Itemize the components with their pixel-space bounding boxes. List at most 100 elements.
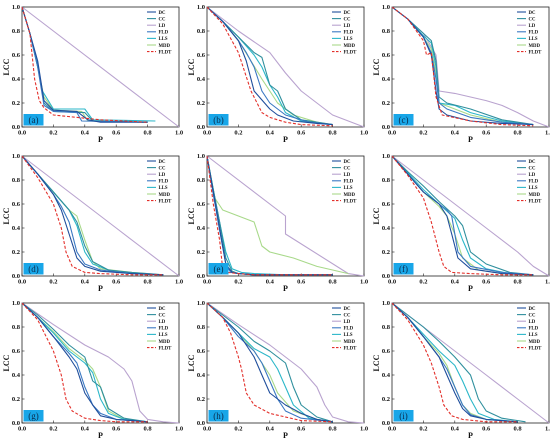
legend-label-lls: LLS — [344, 333, 353, 338]
legend-label-fldt: FLDT — [159, 346, 173, 351]
legend-label-dc: DC — [529, 307, 536, 312]
legend-label-fldt: FLDT — [159, 199, 173, 204]
x-tick-label: 0.2 — [419, 130, 427, 137]
y-tick-label: 0.2 — [12, 100, 20, 107]
y-tick-label: 0.2 — [382, 100, 390, 107]
x-tick-label: 0.8 — [514, 426, 523, 433]
legend-label-fldt: FLDT — [529, 50, 543, 55]
y-tick-label: 0.2 — [197, 100, 205, 107]
legend-label-mdd: MDD — [159, 193, 171, 198]
panel-tag-label: (e) — [214, 264, 224, 274]
series-line-fldt — [391, 6, 534, 127]
legend-label-fld: FLD — [529, 31, 539, 36]
x-tick-label: 1.0 — [545, 426, 550, 433]
series-line-cc — [391, 155, 534, 276]
y-tick-label: 0.2 — [382, 249, 390, 256]
x-tick-label: 0.4 — [81, 279, 90, 286]
x-tick-label: 0.4 — [451, 279, 460, 286]
series-line-dc — [391, 155, 534, 276]
y-tick-label: 1.0 — [197, 4, 205, 11]
y-tick-label: 0.2 — [197, 249, 205, 256]
x-tick-label: 0.6 — [112, 279, 121, 286]
x-tick-label: 1.0 — [360, 130, 368, 137]
x-tick-label: 0.2 — [234, 426, 242, 433]
legend-label-cc: CC — [529, 313, 536, 318]
x-tick-label: 0.6 — [112, 130, 121, 137]
y-tick-label: 0.8 — [197, 324, 206, 331]
y-tick-label: 0.2 — [12, 396, 20, 403]
series-line-ld — [21, 6, 180, 128]
legend-label-fld: FLD — [344, 327, 354, 332]
panel-tag-label: (g) — [28, 411, 39, 421]
x-tick-label: 0.0 — [388, 426, 396, 433]
series-line-fldt — [21, 155, 164, 276]
x-axis-label: P — [468, 284, 473, 293]
legend-label-dc: DC — [344, 11, 351, 16]
y-tick-label: 1.0 — [12, 4, 20, 11]
panel-tag-box — [208, 410, 229, 422]
legend-label-dc: DC — [529, 11, 536, 16]
y-tick-label: 0.0 — [197, 124, 205, 131]
series-line-fldt — [206, 302, 333, 423]
legend-label-lls: LLS — [529, 333, 538, 338]
panel-c: 0.0 0.2 0.4 0.6 0.8 1.0 0.0 0.2 0.4 0.6 0.8 1.0 P LCC… — [372, 4, 550, 144]
y-axis-label: LCC — [372, 58, 381, 75]
y-tick-label: 1.0 — [197, 300, 205, 307]
series-line-fldt — [206, 6, 333, 127]
y-tick-label: 0.8 — [382, 177, 391, 184]
y-tick-label: 0.8 — [382, 324, 391, 331]
legend-label-fld: FLD — [159, 327, 169, 332]
legend-label-mdd: MDD — [529, 193, 541, 198]
legend-label-ld: LD — [159, 320, 166, 325]
legend-label-ld: LD — [344, 24, 351, 29]
x-tick-label: 0.0 — [203, 279, 211, 286]
y-axis-label: LCC — [2, 207, 11, 224]
series-line-dc — [21, 302, 148, 423]
x-tick-label: 0.0 — [388, 130, 396, 137]
x-tick-label: 0.6 — [112, 426, 121, 433]
panel-a: 0.0 0.2 0.4 0.6 0.8 1.0 0.0 0.2 0.4 0.6 0.8 1.0 P LCC… — [2, 4, 183, 144]
x-tick-label: 0.8 — [329, 426, 338, 433]
legend-label-fld: FLD — [529, 327, 539, 332]
legend-label-mdd: MDD — [529, 340, 541, 345]
panel-tag-box — [393, 114, 414, 126]
panel-tag-label: (h) — [213, 411, 224, 421]
legend-label-cc: CC — [344, 17, 351, 22]
series-line-cc — [391, 6, 534, 126]
series-line-ld — [21, 302, 180, 424]
series-line-cc — [206, 6, 333, 126]
panel-tag-box — [208, 263, 229, 275]
y-tick-label: 0.6 — [382, 201, 391, 208]
panel-tag-label: (c) — [399, 115, 409, 125]
series-line-fldt — [391, 302, 518, 423]
panel-tag-box — [23, 410, 44, 422]
legend-label-lls: LLS — [529, 37, 538, 42]
panel-i: 0.0 0.2 0.4 0.6 0.8 1.0 0.0 0.2 0.4 0.6 0.8 1.0 P LCC… — [372, 300, 550, 440]
y-tick-label: 0.6 — [197, 52, 206, 59]
x-tick-label: 0.8 — [514, 130, 523, 137]
panel-g: 0.0 0.2 0.4 0.6 0.8 1.0 0.0 0.2 0.4 0.6 0.8 1.0 P LCC… — [2, 300, 183, 440]
y-tick-label: 1.0 — [12, 153, 20, 160]
y-tick-label: 0.8 — [12, 28, 21, 35]
x-axis-label: P — [283, 284, 288, 293]
x-tick-label: 0.4 — [266, 130, 275, 137]
x-tick-label: 1.0 — [175, 426, 183, 433]
series-line-cc — [21, 302, 148, 423]
y-axis-label: LCC — [187, 354, 196, 371]
x-tick-label: 0.8 — [329, 130, 338, 137]
panel-tag-box — [393, 410, 414, 422]
panel-tag-box — [23, 114, 44, 126]
y-tick-label: 0.4 — [197, 372, 206, 379]
y-tick-label: 0.4 — [12, 76, 21, 83]
panel-tag-label: (b) — [213, 115, 224, 125]
legend-label-cc: CC — [529, 17, 536, 22]
series-line-dc — [21, 155, 164, 276]
y-axis-label: LCC — [2, 58, 11, 75]
legend-label-lls: LLS — [529, 186, 538, 191]
x-axis-label: P — [98, 135, 103, 144]
